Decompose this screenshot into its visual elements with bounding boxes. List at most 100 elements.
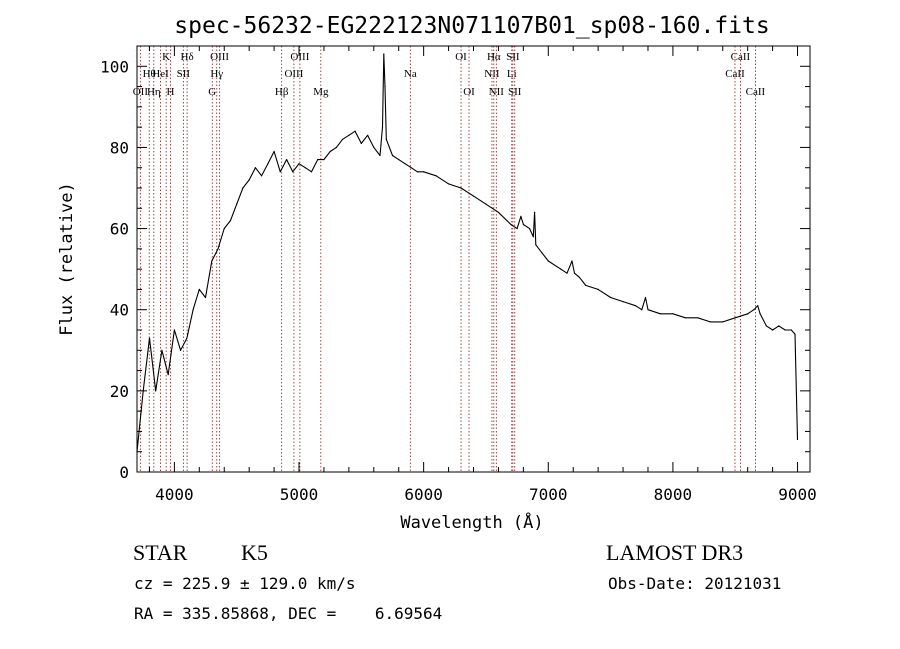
spectrum-point: [753, 309, 755, 311]
line-marker-label: Mg: [313, 86, 329, 98]
line-marker-label: Hθ: [143, 68, 156, 80]
y-tick-label: 40: [110, 301, 129, 320]
line-marker-label: Hβ: [275, 86, 289, 98]
spectrum-point: [248, 179, 250, 181]
spectrum-point: [610, 296, 612, 299]
line-marker-label: NII: [489, 86, 505, 98]
x-tick-label: 7000: [529, 485, 568, 504]
spectrum-point: [547, 260, 549, 262]
spectrum-point: [516, 228, 518, 230]
spectrum-point: [261, 175, 263, 177]
line-marker-label: SII: [506, 51, 520, 63]
spectrum-point: [460, 187, 462, 189]
spectrum-point: [778, 325, 780, 327]
spectrum-point: [597, 288, 599, 290]
line-marker-label: Hη: [147, 86, 161, 98]
obs-date: Obs-Date: 20121031: [608, 574, 781, 593]
spectrum-point: [155, 390, 157, 392]
spectrum-point: [384, 86, 386, 88]
x-tick-label: 6000: [404, 485, 443, 504]
spectrum-point: [684, 317, 687, 319]
spectrum-point: [485, 203, 487, 205]
spectrum-point: [323, 159, 325, 161]
spectrum-point: [535, 244, 537, 246]
spectrum-point: [236, 203, 238, 205]
spectrum-point: [644, 296, 647, 299]
spectrum-point: [578, 276, 581, 278]
x-tick-label: 5000: [280, 485, 319, 504]
line-marker-label: Na: [404, 68, 417, 80]
object-class: STAR: [133, 540, 188, 565]
spectrum-point: [367, 134, 369, 136]
line-marker-label: CaII: [731, 51, 751, 63]
spectrum-point: [423, 171, 425, 173]
spectrum-point: [223, 228, 225, 230]
spectrum-point: [267, 163, 269, 165]
spectrum-point: [242, 187, 244, 189]
spectrum-point: [254, 167, 256, 169]
object-subclass: K5: [241, 540, 268, 565]
spectrum-point: [641, 309, 643, 311]
spectrum-point: [279, 171, 281, 173]
spectrum-point: [211, 260, 213, 262]
line-marker-label: OIII: [210, 51, 229, 63]
spectrum-point: [383, 53, 385, 55]
spectrum-point: [410, 167, 412, 169]
spectrum-point: [385, 138, 387, 140]
line-marker-label: Li: [507, 68, 517, 80]
series-group: [136, 53, 799, 453]
spectrum-point: [571, 260, 573, 262]
chart-title: spec-56232-EG222123N071107B01_sp08-160.f…: [174, 13, 769, 39]
spectrum-point: [161, 349, 163, 351]
spectrum-point: [360, 142, 362, 144]
spectrum-point: [585, 284, 587, 286]
spectrum-point: [310, 171, 313, 173]
spectrum-point: [373, 146, 375, 148]
line-marker-label: HeI: [152, 68, 169, 80]
spectrum-point: [186, 337, 188, 339]
x-axis: 4000 5000 6000 7000 8000 9000: [148, 46, 817, 504]
spectrum-point: [398, 159, 400, 161]
spectrum-point: [709, 321, 711, 323]
spectrum-point: [286, 159, 288, 161]
spectrum-point: [391, 154, 394, 157]
spectrum-point: [292, 171, 294, 173]
y-tick-label: 60: [110, 220, 129, 239]
spectrum-point: [529, 228, 531, 230]
spectrum-point: [435, 175, 437, 177]
spectrum-point: [167, 374, 169, 376]
spectrum-point: [304, 167, 306, 169]
spectrum-point: [204, 296, 207, 299]
spectrum-point: [298, 163, 300, 165]
x-tick-label: 4000: [155, 485, 194, 504]
spectrum-point: [510, 223, 512, 226]
x-tick-label: 9000: [778, 485, 817, 504]
spectrum-point: [354, 130, 356, 132]
spectrum-point: [534, 211, 536, 213]
spectrum-point: [672, 313, 674, 315]
spectrum-point: [448, 183, 450, 185]
spectrum-point: [198, 288, 200, 290]
spectrum-point: [335, 146, 337, 148]
spectrum-line: [136, 53, 799, 452]
y-tick-label: 100: [100, 57, 129, 76]
spectrum-point: [192, 309, 194, 311]
line-marker-label: OIII: [284, 68, 303, 80]
spectrum-point: [329, 150, 331, 153]
spectrum-point: [180, 349, 182, 351]
spectrum-point: [765, 325, 768, 327]
line-marker-label: OI: [463, 86, 475, 98]
x-tick-label: 8000: [654, 485, 693, 504]
x-axis-label: Wavelength (Å): [400, 511, 543, 533]
spectrum-point: [416, 171, 418, 173]
spectrum-point: [790, 329, 792, 331]
coordinates-readout: RA = 335.85868, DEC = 6.69564: [134, 604, 442, 623]
spectrum-point: [217, 248, 219, 250]
spectrum-point: [381, 126, 384, 128]
y-tick-label: 80: [110, 138, 129, 157]
spectrum-point: [560, 268, 562, 270]
y-tick-label: 0: [119, 463, 129, 482]
spectrum-point: [722, 321, 724, 323]
line-marker-label: CaII: [725, 68, 745, 80]
